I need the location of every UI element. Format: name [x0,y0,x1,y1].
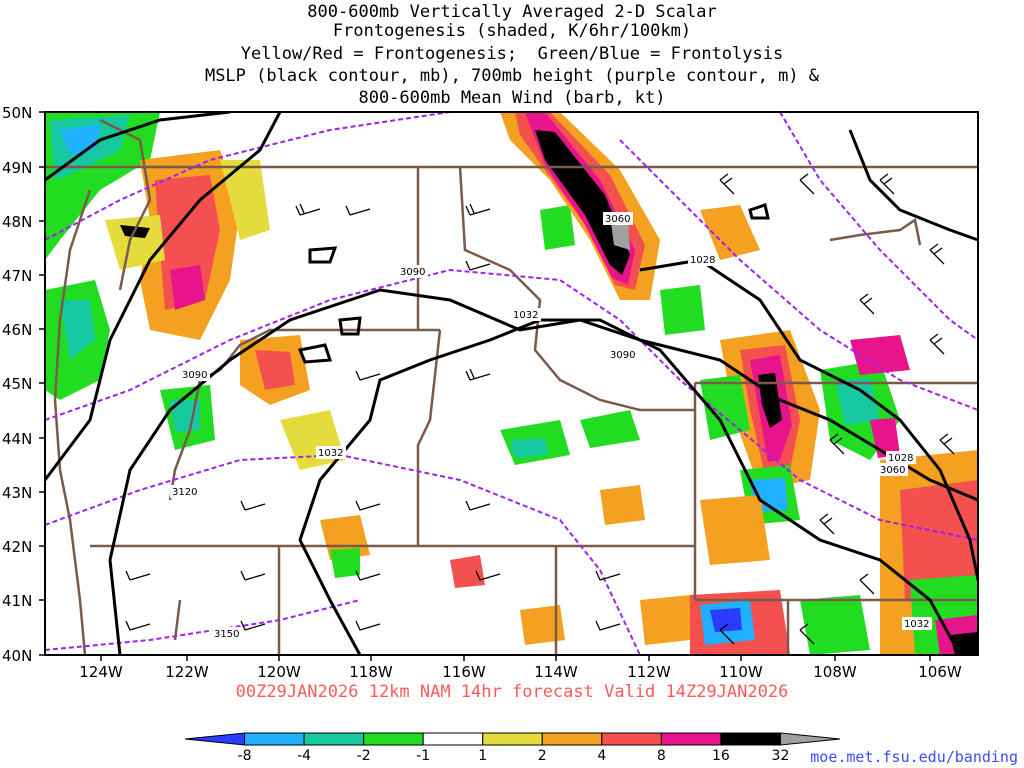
height-label: 3090 [182,370,207,381]
mslp-label: 1032 [904,619,929,630]
state-boundaries [45,118,978,655]
title-line-5: 800-600mb Mean Wind (barb, kt) [358,88,666,108]
colorbar: -8 -4 -2 -1 1 2 4 8 16 32 [184,732,841,764]
colorbar-segment [303,732,365,746]
colorbar-segment [541,732,603,746]
colorbar-segment [660,732,722,746]
lat-label: 42N [2,538,32,556]
lat-label: 49N [2,159,32,177]
lon-label: 124W [79,663,123,681]
lat-label: 43N [2,484,32,502]
frontogenesis-shading [45,112,978,655]
lat-label: 41N [2,592,32,610]
wind-barbs [125,173,955,645]
colorbar-segment [779,732,841,746]
colorbar-tick-label: 16 [712,748,730,764]
lon-label: 118W [349,663,393,681]
lon-label: 110W [719,663,763,681]
title-line-4: MSLP (black contour, mb), 700mb height (… [204,66,820,86]
colorbar-tick-label: -1 [416,748,430,764]
colorbar-tick-label: -8 [238,748,252,764]
lon-label: 116W [442,663,486,681]
colorbar-tick-label: 8 [657,748,666,764]
lat-label: 40N [2,647,32,665]
lon-label: 112W [627,663,671,681]
credit-link[interactable]: moe.met.fsu.edu/banding [810,748,1018,766]
lat-label: 50N [2,104,32,122]
lat-label: 45N [2,375,32,393]
colorbar-tick-label: 1 [478,748,487,764]
colorbar-segment [363,732,424,746]
axis-ticks [39,111,931,661]
colorbar-segment [184,732,246,746]
forecast-valid-line: 00Z29JAN2026 12km NAM 14hr forecast Vali… [235,682,789,702]
lat-label: 47N [2,267,32,285]
mslp-label: 1028 [888,453,913,464]
title-line-2: Frontogenesis (shaded, K/6hr/100km) [332,21,692,41]
height-label: 3060 [605,214,630,225]
height-label: 3090 [400,267,425,278]
colorbar-tick-label: -4 [297,748,311,764]
height-label: 3090 [610,350,635,361]
colorbar-segment [422,732,484,746]
lat-label: 48N [2,213,32,231]
longitude-labels: 124W 122W 120W 118W 116W 114W 112W 110W … [79,663,962,681]
lat-label: 44N [2,430,32,448]
height-label: 3120 [172,487,197,498]
map-field [45,112,978,655]
mslp-contours [45,112,978,655]
colorbar-segment [482,732,543,746]
lat-label: 46N [2,321,32,339]
title-line-1: 800-600mb Vertically Averaged 2-D Scalar [307,2,717,22]
colorbar-segment [601,732,662,746]
colorbar-tick-label: 4 [597,748,606,764]
lon-label: 120W [257,663,301,681]
lon-label: 106W [918,663,962,681]
mslp-label: 1028 [690,255,715,266]
lon-label: 122W [165,663,209,681]
height-label: 3060 [880,465,905,476]
latitude-labels: 50N 49N 48N 47N 46N 45N 44N 43N 42N 41N … [2,104,32,665]
title-line-3: Yellow/Red = Frontogenesis; Green/Blue =… [240,44,784,64]
lon-label: 114W [534,663,578,681]
mslp-label: 1032 [513,310,538,321]
colorbar-tick-label: 2 [538,748,547,764]
colorbar-tick-label: -2 [357,748,371,764]
lon-label: 108W [813,663,857,681]
colorbar-segment [244,732,305,746]
mslp-label: 1032 [318,448,343,459]
contour-labels: 1028 1032 1032 1028 1032 3060 3090 3090 … [170,212,932,640]
height-label: 3150 [214,629,239,640]
colorbar-tick-label: 32 [772,748,790,764]
colorbar-segment [720,732,781,746]
